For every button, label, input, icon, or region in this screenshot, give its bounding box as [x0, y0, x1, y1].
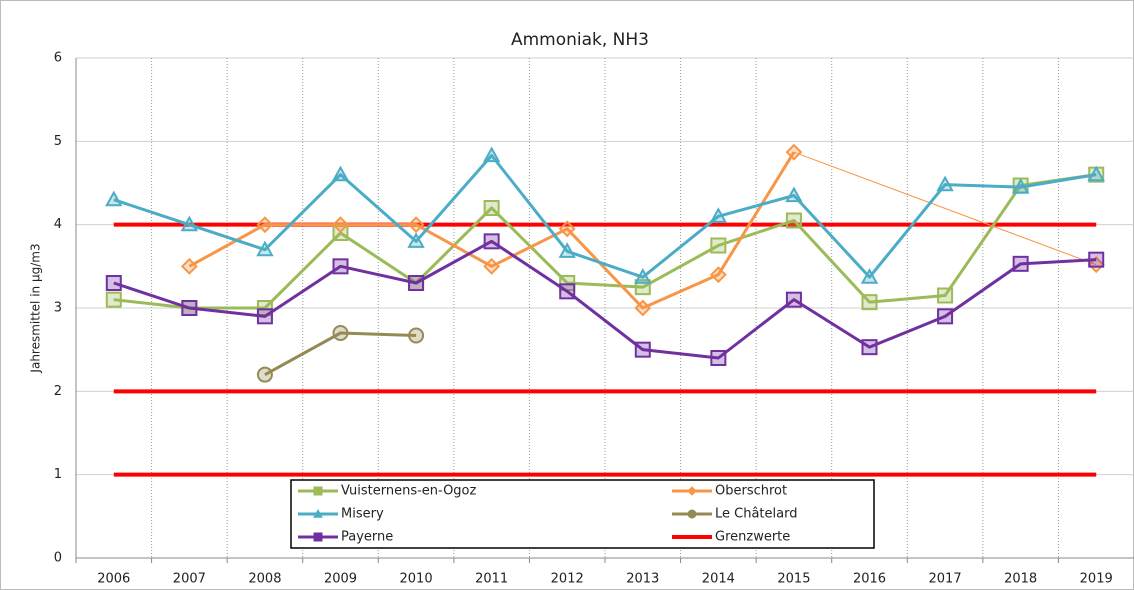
marker: [483, 200, 500, 216]
marker: [1087, 165, 1105, 182]
x-tick-label: 2015: [777, 572, 810, 587]
y-axis-label: Jahresmittel in µg/m3: [29, 243, 43, 373]
legend-label: Le Châtelard: [715, 507, 797, 522]
marker: [861, 294, 878, 311]
marker: [634, 268, 652, 284]
marker: [407, 216, 425, 234]
marker: [1012, 255, 1029, 272]
legend-label: Vuisternens-en-Ogoz: [341, 484, 477, 499]
x-tick-label: 2011: [475, 572, 508, 587]
y-tick-label: 0: [54, 551, 62, 566]
series-line: [113, 239, 1097, 360]
y-tick-label: 4: [54, 217, 62, 232]
series-line: [113, 154, 1097, 279]
marker: [256, 366, 273, 383]
y-tick-label: 5: [54, 134, 62, 149]
y-tick-label: 3: [54, 301, 62, 316]
marker: [558, 242, 576, 258]
marker: [180, 257, 198, 275]
marker: [408, 327, 425, 344]
marker: [861, 339, 878, 356]
marker: [785, 212, 802, 229]
marker: [709, 266, 727, 284]
marker: [332, 216, 349, 234]
series-line: [113, 173, 1097, 310]
marker: [256, 240, 274, 257]
marker: [407, 232, 425, 248]
marker: [180, 215, 199, 232]
marker: [710, 237, 727, 254]
marker: [332, 258, 349, 275]
marker: [785, 291, 802, 308]
marker: [785, 143, 803, 161]
x-tick-label: 2006: [97, 572, 130, 587]
legend-box: [290, 479, 875, 549]
marker: [937, 308, 954, 325]
marker: [558, 220, 576, 238]
marker: [331, 165, 350, 182]
marker: [634, 299, 652, 317]
marker: [936, 175, 954, 192]
gap-connector: [793, 151, 1097, 266]
marker: [1011, 178, 1030, 194]
marker: [634, 341, 651, 358]
legend: Vuisternens-en-Ogoz Oberschrot Misery Le Ch…: [290, 479, 875, 549]
marker: [105, 291, 122, 308]
marker: [1088, 251, 1105, 268]
marker: [482, 146, 501, 163]
y-tick-label: 2: [54, 384, 62, 399]
y-tick-label: 6: [54, 51, 62, 66]
marker: [313, 486, 323, 496]
marker: [408, 275, 425, 291]
x-tick-label: 2009: [324, 572, 357, 587]
x-tick-label: 2010: [400, 572, 433, 587]
x-tick-label: 2012: [551, 572, 584, 587]
marker: [709, 207, 728, 223]
legend-label: Grenzwerte: [715, 530, 790, 545]
marker: [559, 283, 576, 300]
marker: [181, 300, 198, 316]
marker: [785, 186, 803, 203]
x-tick-label: 2014: [702, 572, 735, 587]
marker: [256, 308, 273, 325]
series-line: [264, 331, 417, 376]
legend-label: Oberschrot: [715, 484, 787, 499]
marker: [687, 509, 697, 519]
marker: [860, 268, 879, 284]
marker: [937, 287, 954, 304]
legend-label: Misery: [341, 507, 384, 522]
x-tick-label: 2016: [853, 572, 886, 587]
marker: [483, 257, 501, 275]
marker: [687, 486, 697, 496]
marker: [332, 325, 349, 341]
marker: [483, 233, 500, 250]
marker: [256, 216, 274, 234]
x-tick-label: 2017: [929, 572, 962, 587]
x-tick-label: 2018: [1004, 572, 1037, 587]
marker: [105, 190, 123, 207]
y-tick-label: 1: [54, 467, 62, 482]
marker: [710, 350, 727, 366]
x-tick-label: 2013: [626, 572, 659, 587]
x-tick-label: 2008: [248, 572, 281, 587]
marker: [105, 275, 122, 291]
x-tick-label: 2007: [173, 572, 206, 587]
legend-label: Payerne: [341, 530, 393, 545]
x-tick-label: 2019: [1080, 572, 1113, 587]
chart-title: Ammoniak, NH3: [511, 30, 649, 50]
marker: [313, 532, 323, 542]
marker: [313, 508, 323, 518]
